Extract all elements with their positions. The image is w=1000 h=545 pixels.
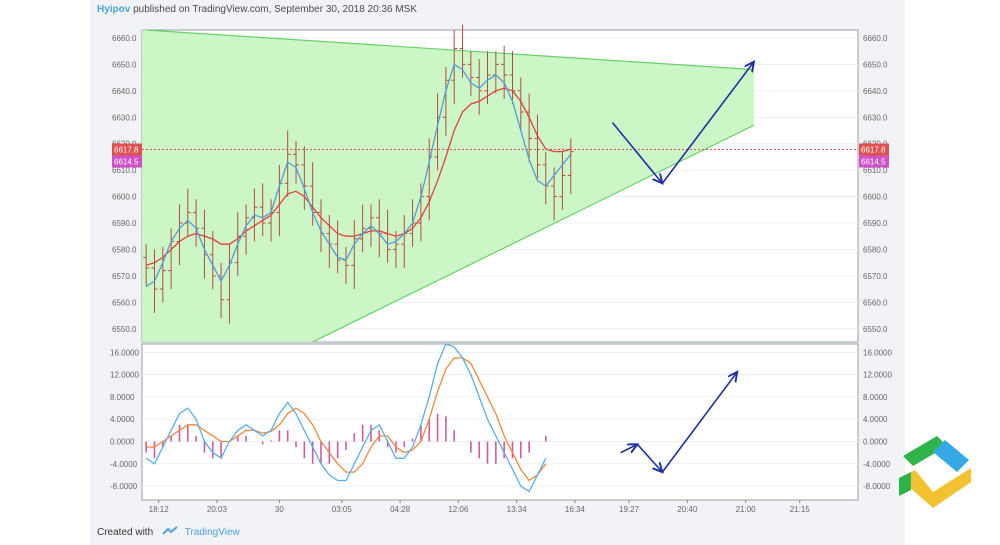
macd-pane [141, 343, 859, 501]
publish-header: Hyipov published on TradingView.com, Sep… [97, 4, 417, 15]
price-axis-right-label: 6580.0 [863, 245, 888, 254]
macd-axis-left-label: 12.0000 [110, 371, 139, 380]
time-axis-label: 13:34 [507, 505, 528, 514]
price-projection-arrow [611, 122, 662, 184]
time-axis-label: 30 [275, 505, 284, 514]
moving-average-slow-line [146, 87, 571, 266]
ma-price-tag-right-bg [859, 155, 889, 168]
tradingview-logo-icon [162, 526, 178, 535]
macd-line [145, 343, 547, 493]
macd-projection-arrow [661, 372, 737, 473]
time-axis-label: 04:28 [390, 505, 411, 514]
price-axis-left-label: 6650.0 [112, 60, 137, 69]
price-axis-left-label: 6600.0 [112, 193, 137, 202]
broker-logo-icon [899, 436, 971, 508]
macd-axis-right-label: 4.0000 [863, 415, 888, 424]
price-axis-right-label: 6630.0 [863, 113, 888, 122]
time-axis-label: 20:40 [677, 505, 698, 514]
price-projection-arrow [661, 62, 754, 184]
time-axis-label: 18:12 [149, 505, 170, 514]
macd-axis-left-label: 0.0000 [110, 438, 135, 447]
macd-axis-left-label: 8.0000 [110, 393, 135, 402]
price-axis-right-label: 6600.0 [863, 193, 888, 202]
macd-axis-left-label: -8.0000 [110, 482, 138, 491]
ma-price-tag-left: 6614.5 [114, 158, 139, 167]
price-axis-left-label: 6550.0 [112, 325, 137, 334]
last-price-tag-left-bg [112, 143, 142, 156]
time-axis-label: 16:34 [565, 505, 586, 514]
price-axis-left-label: 6560.0 [112, 298, 137, 307]
price-axis-left-label: 6660.0 [112, 34, 137, 43]
triangle-pattern-group [142, 30, 755, 342]
publish-info: published on TradingView.com, September … [133, 4, 418, 15]
last-price-tag-right: 6617.8 [861, 146, 886, 155]
macd-projection-arrow [620, 444, 638, 452]
moving-average-fast-line [145, 63, 572, 288]
macd-axis-left-label: 16.0000 [110, 348, 139, 357]
last-price-tag-left: 6617.8 [114, 146, 139, 155]
price-axis-left-label: 6630.0 [112, 113, 137, 122]
price-axis-right-label: 6590.0 [863, 219, 888, 228]
price-axis-right-label: 6650.0 [863, 60, 888, 69]
ma-price-tag-left-bg [112, 155, 142, 168]
ma-price-tag-right: 6614.5 [861, 158, 886, 167]
tradingview-link[interactable]: TradingView [184, 527, 240, 538]
macd-axis-left-label: -4.0000 [110, 460, 138, 469]
price-axis-right-label: 6570.0 [863, 272, 888, 281]
triangle-lower-line [312, 124, 755, 342]
price-axis-right-label: 6610.0 [863, 166, 888, 175]
macd-axis-right-label: -4.0000 [863, 460, 891, 469]
price-axis-right-label: 6550.0 [863, 325, 888, 334]
price-axis-right-label: 6560.0 [863, 298, 888, 307]
price-axis-left-label: 6570.0 [112, 272, 137, 281]
macd-axis-right-label: 8.0000 [863, 393, 888, 402]
price-axis-left-label: 6640.0 [112, 87, 137, 96]
price-axis-right-label: 6640.0 [863, 87, 888, 96]
footer: Created with TradingView [97, 526, 240, 538]
macd-axis-right-label: 12.0000 [863, 371, 892, 380]
time-axis-label: 19:27 [619, 505, 640, 514]
macd-axis-right-label: 0.0000 [863, 438, 888, 447]
time-axis-label: 21:15 [790, 505, 811, 514]
macd-projection-arrow [636, 443, 662, 472]
time-axis-label: 03:05 [332, 505, 353, 514]
time-axis-label: 20:03 [207, 505, 228, 514]
last-price-tag-right-bg [859, 143, 889, 156]
price-axis-left-label: 6580.0 [112, 245, 137, 254]
author-name[interactable]: Hyipov [97, 4, 131, 15]
price-axis-left-label: 6590.0 [112, 219, 137, 228]
triangle-fill [142, 30, 754, 342]
macd-axis-right-label: -8.0000 [863, 482, 891, 491]
time-axis-label: 12:06 [448, 505, 469, 514]
macd-axis-left-label: 4.0000 [110, 415, 135, 424]
triangle-upper-line [146, 30, 754, 71]
price-axis-right-label: 6660.0 [863, 34, 888, 43]
price-axis-left-label: 6610.0 [112, 166, 137, 175]
time-axis-label: 21:00 [736, 505, 757, 514]
created-with-label: Created with [97, 527, 154, 538]
macd-signal-line [146, 357, 547, 482]
macd-axis-right-label: 16.0000 [863, 348, 892, 357]
